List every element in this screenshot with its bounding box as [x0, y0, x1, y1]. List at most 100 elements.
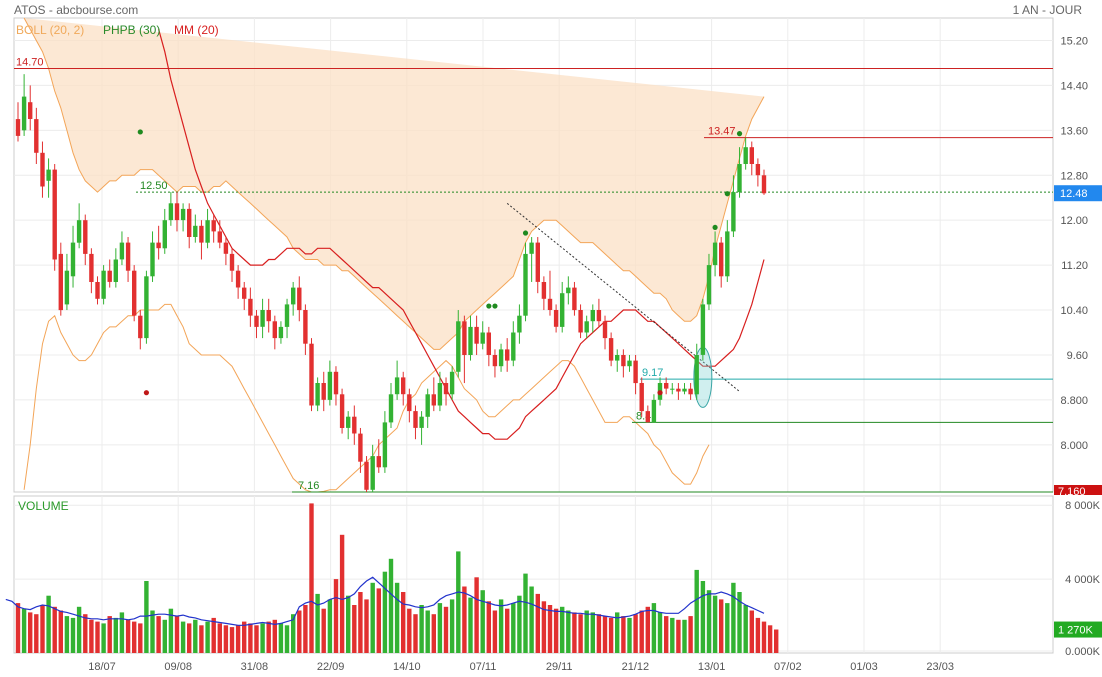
candle-body	[370, 456, 375, 490]
volume-bar	[339, 534, 345, 653]
volume-bar	[187, 623, 192, 653]
price-tick-label: 9.60	[1067, 350, 1088, 362]
candle-body	[633, 360, 638, 384]
candle-body	[223, 242, 229, 254]
volume-bar	[413, 614, 418, 653]
volume-bar	[511, 603, 516, 653]
x-tick-label: 13/01	[698, 661, 726, 673]
volume-bar	[21, 608, 27, 653]
candle-body	[21, 96, 27, 131]
phpb-marker	[522, 230, 529, 236]
candle-body	[578, 310, 583, 333]
candle-body	[64, 270, 70, 305]
volume-bar	[560, 606, 565, 653]
volume-bar	[193, 619, 198, 653]
volume-bar	[223, 625, 229, 653]
price-tick-label: 12.80	[1060, 170, 1088, 182]
candle-body	[651, 399, 657, 423]
phpb-marker	[143, 390, 150, 396]
volume-bar	[602, 616, 608, 653]
volume-bar	[303, 605, 308, 653]
candle-body	[95, 282, 100, 299]
x-tick-label: 14/10	[393, 661, 421, 673]
candle-body	[566, 287, 571, 294]
candle-body	[138, 315, 143, 339]
candle-body	[76, 220, 82, 243]
candle-body	[125, 242, 131, 271]
volume-bar	[712, 595, 718, 653]
candle-body	[309, 343, 314, 406]
candle-body	[645, 411, 650, 423]
volume-bar	[89, 619, 94, 653]
volume-axis: 8 000K 4 000K 0.000K	[1065, 500, 1101, 658]
volume-bar	[358, 592, 363, 653]
candle-body	[602, 321, 608, 339]
candle-body	[156, 242, 161, 249]
candle-body	[260, 310, 265, 327]
candle-body	[670, 388, 675, 390]
volume-bar	[199, 625, 204, 653]
volume-bar	[596, 614, 602, 653]
last-price-text: 12.48	[1060, 188, 1088, 200]
volume-tick-label: 8 000K	[1065, 500, 1101, 512]
candle-body	[346, 416, 351, 428]
volume-bar	[437, 603, 443, 653]
x-tick-label: 23/03	[926, 661, 954, 673]
volume-tick-label: 0.000K	[1065, 646, 1101, 658]
volume-bar	[706, 590, 712, 653]
level-label: 13.47	[708, 126, 736, 138]
candle-body	[639, 383, 644, 412]
volume-bar	[767, 625, 773, 653]
candle-body	[174, 203, 180, 221]
volume-bar	[627, 617, 632, 653]
candle-body	[46, 169, 51, 181]
candle-body	[150, 242, 155, 277]
volume-bar	[34, 614, 39, 653]
phpb-marker	[657, 390, 663, 396]
candle-body	[407, 394, 412, 412]
candle-body	[15, 119, 21, 136]
volume-bar	[46, 595, 51, 653]
candle-body	[627, 360, 632, 367]
candle-body	[474, 326, 479, 344]
candle-body	[339, 394, 345, 428]
x-tick-label: 09/08	[164, 661, 192, 673]
volume-bar	[401, 592, 406, 653]
candle-body	[376, 456, 381, 468]
candle-body	[456, 321, 461, 372]
volume-bar	[578, 614, 583, 653]
volume-bar	[229, 627, 235, 653]
candlesticks	[15, 74, 767, 492]
phpb-marker	[492, 303, 498, 309]
volume-tick-label: 4 000K	[1065, 574, 1101, 586]
candle-body	[168, 203, 174, 221]
candle-body	[737, 164, 742, 193]
volume-bar	[119, 612, 125, 653]
candle-body	[468, 326, 473, 355]
volume-bar	[480, 590, 485, 653]
volume-bar	[297, 610, 302, 653]
legend-mm: MM (20)	[174, 23, 219, 37]
volume-bar	[743, 605, 748, 653]
volume-bar	[572, 612, 577, 653]
last-volume-text: 1 270K	[1058, 625, 1094, 637]
volume-bar	[291, 614, 296, 653]
volume-bar	[670, 617, 675, 653]
volume-bar	[382, 571, 388, 653]
volume-bar	[456, 551, 461, 653]
candle-body	[254, 315, 259, 327]
candle-body	[291, 287, 296, 305]
candle-body	[364, 461, 369, 490]
candle-body	[431, 394, 436, 406]
volume-bar	[40, 605, 45, 653]
candle-body	[272, 321, 277, 339]
candle-body	[235, 270, 241, 288]
volume-bar	[76, 606, 82, 653]
volume-bar	[315, 593, 320, 653]
candle-body	[266, 310, 271, 322]
volume-bar	[492, 610, 498, 653]
volume-bar	[664, 616, 669, 653]
volume-bar	[529, 586, 534, 653]
